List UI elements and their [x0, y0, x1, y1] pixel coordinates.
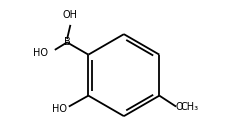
Text: OH: OH [63, 10, 78, 20]
Text: HO: HO [33, 48, 48, 58]
Text: B: B [63, 37, 70, 47]
Text: HO: HO [52, 104, 67, 114]
Text: CH₃: CH₃ [180, 102, 198, 112]
Text: O: O [175, 102, 183, 112]
